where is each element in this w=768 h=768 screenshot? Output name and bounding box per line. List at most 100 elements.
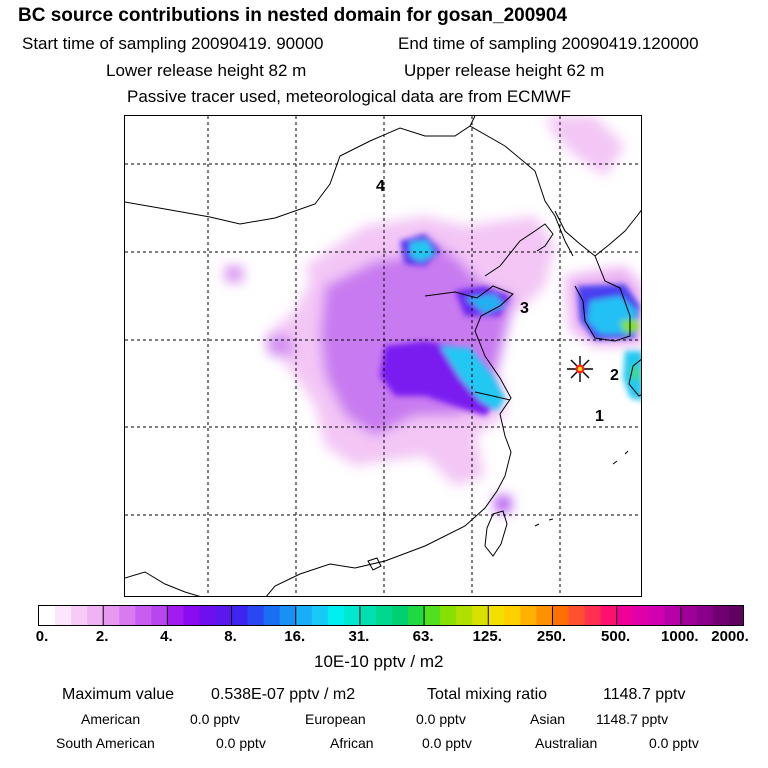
region-label-1: 1 — [595, 408, 604, 425]
colorbar-swatch — [424, 606, 441, 625]
colorbar-tick-label: 8. — [224, 628, 237, 645]
colorbar-tick-label: 1000. — [661, 628, 699, 645]
contribution-field — [225, 116, 641, 512]
taiwan — [484, 510, 508, 557]
plume-west-patch — [265, 336, 295, 356]
colorbar-swatch — [472, 606, 489, 625]
colorbar-swatch — [359, 606, 377, 625]
colorbar-swatch — [440, 606, 457, 625]
colorbar-tick-label: 2000. — [711, 628, 749, 645]
plot-title: BC source contributions in nested domain… — [18, 5, 568, 26]
colorbar-swatch — [167, 606, 185, 625]
japan-kyushu — [628, 358, 641, 397]
receptor-star-icon — [567, 356, 593, 382]
colorbar-tick-label: 2. — [95, 628, 109, 645]
region-name-south-american: South American — [56, 735, 155, 751]
upper-release-height: Upper release height 62 m — [404, 61, 605, 80]
colorbar-swatch — [600, 606, 618, 625]
colorbar-swatch — [712, 606, 730, 625]
region-name-asian: Asian — [530, 711, 566, 727]
korea-north-coast — [594, 209, 641, 257]
lat-lon-grid — [125, 116, 641, 596]
colorbar-swatch — [375, 606, 393, 625]
colorbar-swatch — [392, 606, 409, 625]
source-contribution-map: 4 3 2 1 — [124, 115, 642, 597]
colorbar-swatch — [183, 606, 201, 625]
total-mixing-label: Total mixing ratio — [427, 686, 548, 703]
colorbar-swatch — [231, 606, 249, 625]
plume-northeast — [545, 116, 625, 176]
colorbar-tick-label: 31. — [348, 628, 370, 645]
colorbar — [38, 605, 744, 626]
colorbar-swatch — [504, 606, 521, 625]
hainan-island — [367, 557, 382, 571]
colorbar-swatch — [87, 606, 104, 625]
colorbar-swatch — [536, 606, 554, 625]
colorbar-swatch — [295, 606, 313, 625]
region-value-asian: 1148.7 pptv — [596, 711, 669, 727]
region-name-australian: Australian — [535, 735, 598, 751]
colorbar-swatch — [199, 606, 217, 625]
colorbar-swatch — [728, 606, 743, 625]
plume-isolated-1 — [225, 266, 243, 282]
region-name-european: European — [305, 711, 366, 727]
plume-core-central — [380, 341, 500, 416]
region-value-australian: 0.0 pptv — [649, 735, 699, 751]
region-name-african: African — [330, 735, 374, 751]
colorbar-tick-label: 4. — [160, 628, 173, 645]
colorbar-swatch — [55, 606, 72, 625]
plume-green-japan — [631, 366, 639, 380]
colorbar-tick-label: 16. — [284, 628, 306, 645]
colorbar-swatch — [520, 606, 538, 625]
colorbar-tick-label: 125. — [472, 628, 502, 645]
colorbar-swatch — [119, 606, 136, 625]
plume-isolated-2 — [495, 496, 511, 512]
region-label-2: 2 — [610, 367, 619, 384]
northeast-border — [469, 125, 574, 257]
colorbar-swatch — [552, 606, 570, 625]
colorbar-swatches — [39, 606, 743, 625]
colorbar-tick-label: 0. — [35, 628, 49, 645]
colorbar-swatch — [103, 606, 120, 625]
yangtze-river — [474, 391, 511, 401]
colorbar-swatch — [247, 606, 265, 625]
lower-release-height: Lower release height 82 m — [106, 61, 307, 80]
map-canvas: 4 3 2 1 — [125, 116, 641, 596]
region-value-american: 0.0 pptv — [190, 711, 240, 727]
region-value-european: 0.0 pptv — [416, 711, 466, 727]
region-label-3: 3 — [520, 300, 529, 317]
colorbar-units: 10E-10 pptv / m2 — [314, 652, 444, 671]
korea-peninsula — [554, 210, 631, 342]
colorbar-swatch — [215, 606, 233, 625]
vietnam-coast — [125, 571, 201, 596]
max-value: 0.538E-07 pptv / m2 — [211, 686, 356, 703]
colorbar-swatch — [664, 606, 682, 625]
colorbar-tick-label: 250. — [536, 628, 567, 645]
colorbar-tick-label: 63. — [412, 628, 434, 645]
colorbar-swatch — [616, 606, 634, 625]
colorbar-tick-label: 500. — [601, 628, 631, 645]
region-value-south-american: 0.0 pptv — [216, 735, 266, 751]
coastlines — [125, 116, 641, 596]
region-name-american: American — [81, 711, 141, 727]
ryukyu-islands — [534, 450, 629, 527]
region-value-african: 0.0 pptv — [422, 735, 472, 751]
bohai-coast — [484, 223, 554, 277]
colorbar-swatch — [343, 606, 361, 625]
colorbar-swatch — [327, 606, 345, 625]
colorbar-swatch — [696, 606, 714, 625]
colorbar-swatch — [456, 606, 473, 625]
total-mixing-value: 1148.7 pptv — [603, 686, 686, 703]
colorbar-swatch — [311, 606, 329, 625]
colorbar-swatch — [568, 606, 586, 625]
south-coast — [266, 563, 356, 596]
colorbar-swatch — [488, 606, 505, 625]
colorbar-swatch — [408, 606, 425, 625]
colorbar-swatch — [263, 606, 281, 625]
colorbar-swatch — [39, 606, 56, 625]
tracer-note: Passive tracer used, meteorological data… — [127, 87, 572, 106]
colorbar-swatch — [71, 606, 88, 625]
sampling-start: Start time of sampling 20090419. 90000 — [22, 34, 324, 53]
colorbar-swatch — [151, 606, 168, 625]
plume-cyan-beijing — [410, 240, 435, 262]
